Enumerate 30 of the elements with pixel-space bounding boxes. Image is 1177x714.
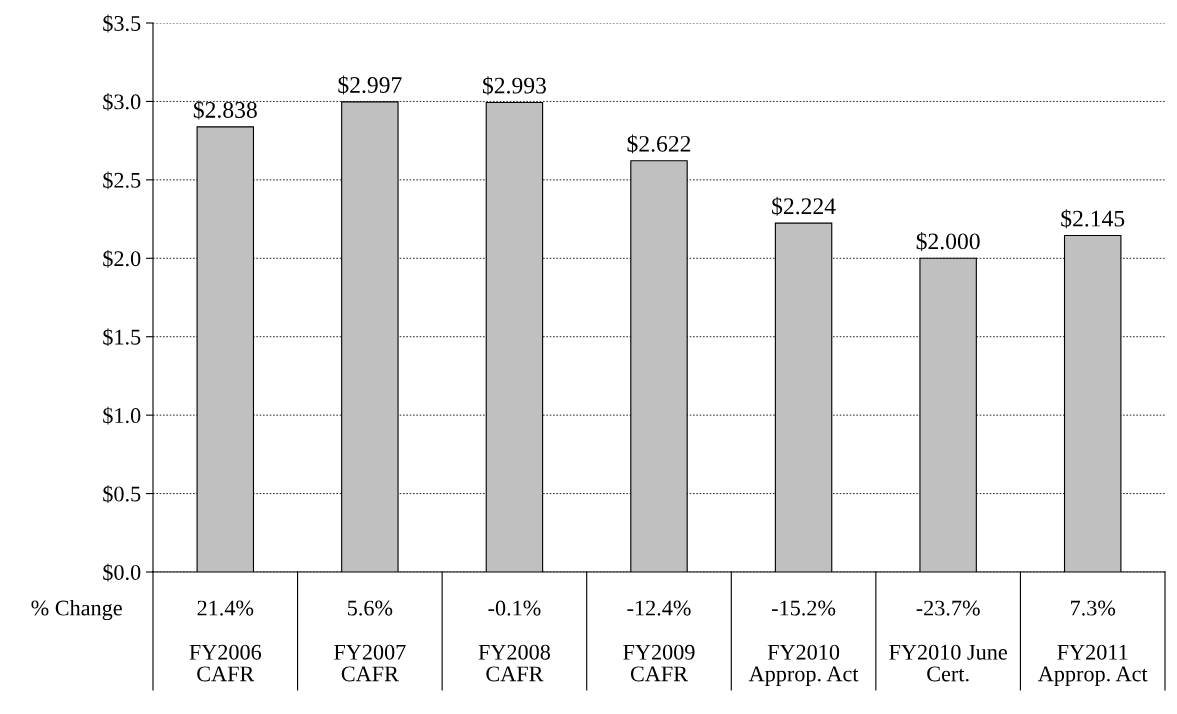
text: -0.1% <box>488 600 541 616</box>
x-tick-label: FY2011 Approp. Act <box>1038 644 1148 686</box>
text: 5.6% <box>348 600 393 616</box>
text: -15.2% <box>772 600 836 616</box>
text: 7.3% <box>1071 600 1116 616</box>
x-tick-label: FY2010 June Cert. <box>889 644 1007 682</box>
data-label: $2.145 <box>1061 209 1125 229</box>
data-label: $2.622 <box>627 134 691 154</box>
y-tick-label: $0.0 <box>103 563 141 582</box>
x-tick-label: FY2006 CAFR <box>189 644 262 682</box>
data-label: $2.000 <box>916 231 980 251</box>
text: % Change <box>31 599 122 621</box>
y-tick-label: $1.0 <box>103 406 141 425</box>
x-tick-label: FY2009 CAFR <box>623 644 695 682</box>
y-tick-label: $2.0 <box>103 249 141 268</box>
x-tick-label: FY2008 CAFR <box>478 644 551 682</box>
data-label: $2.838 <box>193 100 257 120</box>
y-tick-label: $1.5 <box>103 328 141 347</box>
data-label: $2.993 <box>482 76 546 96</box>
data-label: $2.224 <box>772 196 836 216</box>
y-tick-label: $3.5 <box>103 14 141 33</box>
y-tick-label: $0.5 <box>103 485 141 503</box>
y-tick-label: $3.0 <box>103 93 141 111</box>
text: -23.7% <box>916 600 980 616</box>
x-tick-label: FY2010 Approp. Act <box>748 644 859 686</box>
text: 21.4% <box>197 600 254 616</box>
y-tick-label: $2.5 <box>103 171 141 190</box>
x-tick-label: FY2007 CAFR <box>334 644 406 682</box>
text: -12.4% <box>627 600 691 616</box>
data-label: $2.997 <box>338 75 402 95</box>
